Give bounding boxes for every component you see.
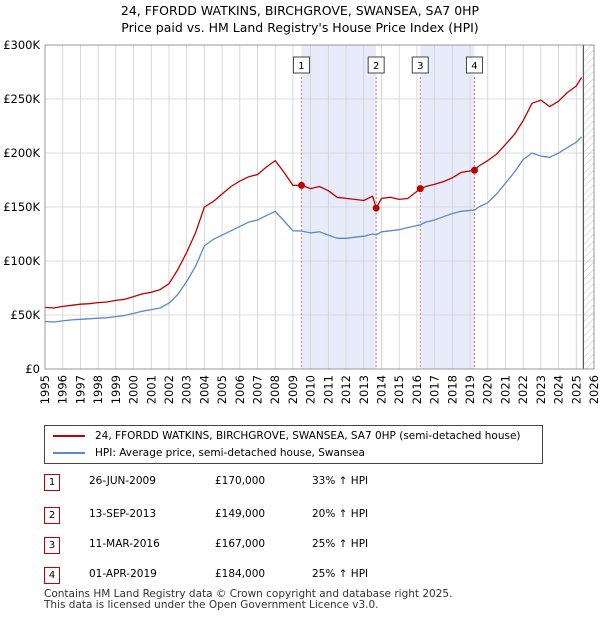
x-tick-label: 2015 bbox=[392, 375, 406, 404]
x-tick-label: 2017 bbox=[428, 375, 442, 404]
x-tick-label: 2003 bbox=[180, 375, 194, 404]
transaction-badge: 3 bbox=[44, 537, 60, 554]
x-tick-label: 2018 bbox=[445, 375, 459, 404]
x-tick-label: 2006 bbox=[233, 375, 247, 404]
transaction-label: 1 bbox=[298, 61, 304, 72]
transaction-point bbox=[416, 185, 424, 193]
x-tick-label: 2019 bbox=[463, 375, 477, 404]
x-tick-label: 2022 bbox=[516, 375, 530, 404]
x-tick-label: 2009 bbox=[286, 375, 300, 404]
x-tick-label: 2004 bbox=[197, 375, 211, 404]
transaction-point bbox=[470, 166, 478, 174]
transaction-row: 2 13-SEP-2013 £149,000 20% ↑ HPI bbox=[44, 505, 564, 525]
y-tick-label: £300K bbox=[3, 38, 40, 52]
transaction-price: £167,000 bbox=[215, 538, 266, 550]
legend-item-property: 24, FFORDD WATKINS, BIRCHGROVE, SWANSEA,… bbox=[53, 428, 521, 444]
x-tick-label: 2000 bbox=[127, 375, 141, 404]
property-price-line bbox=[44, 77, 583, 309]
y-tick-label: £50K bbox=[11, 308, 41, 322]
transaction-point bbox=[297, 181, 305, 189]
plot-frame bbox=[44, 44, 595, 370]
transaction-hpi-change: 33% ↑ HPI bbox=[312, 475, 369, 487]
transaction-date: 13-SEP-2013 bbox=[89, 508, 157, 520]
x-tick-label: 1996 bbox=[56, 375, 70, 404]
footer-license: This data is licensed under the Open Gov… bbox=[44, 599, 379, 611]
y-tick-label: £0 bbox=[25, 362, 40, 376]
transaction-label-box bbox=[367, 56, 385, 74]
transaction-price: £149,000 bbox=[215, 508, 266, 520]
transaction-row: 3 11-MAR-2016 £167,000 25% ↑ HPI bbox=[44, 535, 564, 555]
y-tick-label: £200K bbox=[3, 146, 40, 160]
x-tick-label: 2011 bbox=[321, 375, 335, 404]
x-tick-label: 2001 bbox=[144, 375, 158, 404]
transaction-point bbox=[372, 204, 380, 212]
x-tick-label: 2024 bbox=[552, 375, 566, 404]
transaction-label-box bbox=[411, 56, 429, 74]
transaction-badge: 1 bbox=[44, 474, 60, 491]
transaction-badge: 2 bbox=[44, 507, 60, 524]
transaction-label: 4 bbox=[471, 61, 477, 72]
transaction-hpi-change: 25% ↑ HPI bbox=[312, 538, 369, 550]
x-tick-label: 2005 bbox=[215, 375, 229, 404]
transaction-row: 1 26-JUN-2009 £170,000 33% ↑ HPI bbox=[44, 472, 564, 492]
transaction-price: £184,000 bbox=[215, 568, 266, 580]
legend-swatch-hpi bbox=[53, 452, 85, 454]
transaction-date: 26-JUN-2009 bbox=[89, 475, 156, 487]
legend-item-hpi: HPI: Average price, semi-detached house,… bbox=[53, 445, 365, 461]
x-tick-label: 2008 bbox=[268, 375, 282, 404]
y-tick-label: £150K bbox=[3, 200, 40, 214]
x-tick-label: 2013 bbox=[357, 375, 371, 404]
hpi-line bbox=[44, 136, 583, 323]
transaction-label-box bbox=[292, 56, 310, 74]
legend-label-property: 24, FFORDD WATKINS, BIRCHGROVE, SWANSEA,… bbox=[95, 430, 521, 442]
transaction-date: 01-APR-2019 bbox=[89, 568, 157, 580]
x-tick-label: 2023 bbox=[534, 375, 548, 404]
transaction-hpi-change: 25% ↑ HPI bbox=[312, 568, 369, 580]
x-tick-label: 1995 bbox=[38, 375, 52, 404]
transaction-label: 3 bbox=[417, 61, 423, 72]
transaction-label: 2 bbox=[373, 61, 379, 72]
x-tick-label: 2021 bbox=[498, 375, 512, 404]
transaction-badge: 4 bbox=[44, 567, 60, 584]
y-tick-label: £250K bbox=[3, 92, 40, 106]
x-tick-label: 2025 bbox=[569, 375, 583, 404]
x-tick-label: 2012 bbox=[339, 375, 353, 404]
y-tick-label: £100K bbox=[3, 254, 40, 268]
footer-notice: Contains HM Land Registry data © Crown c… bbox=[44, 589, 452, 611]
x-tick-label: 2010 bbox=[304, 375, 318, 404]
transaction-hpi-change: 20% ↑ HPI bbox=[312, 508, 369, 520]
x-tick-label: 2014 bbox=[374, 375, 388, 404]
x-tick-label: 1998 bbox=[91, 375, 105, 404]
x-tick-label: 2016 bbox=[410, 375, 424, 404]
legend: 24, FFORDD WATKINS, BIRCHGROVE, SWANSEA,… bbox=[44, 425, 543, 464]
transaction-date: 11-MAR-2016 bbox=[89, 538, 160, 550]
chart-subtitle: Price paid vs. HM Land Registry's House … bbox=[121, 20, 479, 35]
legend-label-hpi: HPI: Average price, semi-detached house,… bbox=[95, 447, 365, 459]
x-tick-label: 1999 bbox=[109, 375, 123, 404]
transaction-label-box bbox=[465, 56, 483, 74]
x-tick-label: 2007 bbox=[251, 375, 265, 404]
legend-swatch-property bbox=[53, 435, 85, 437]
x-tick-label: 2020 bbox=[481, 375, 495, 404]
transaction-row: 4 01-APR-2019 £184,000 25% ↑ HPI bbox=[44, 565, 564, 585]
x-tick-label: 1997 bbox=[73, 375, 87, 404]
x-tick-label: 2002 bbox=[162, 375, 176, 404]
x-tick-label: 2026 bbox=[587, 375, 600, 404]
chart-title: 24, FFORDD WATKINS, BIRCHGROVE, SWANSEA,… bbox=[120, 3, 480, 18]
footer-copyright: Contains HM Land Registry data © Crown c… bbox=[44, 588, 453, 600]
transaction-price: £170,000 bbox=[215, 475, 266, 487]
